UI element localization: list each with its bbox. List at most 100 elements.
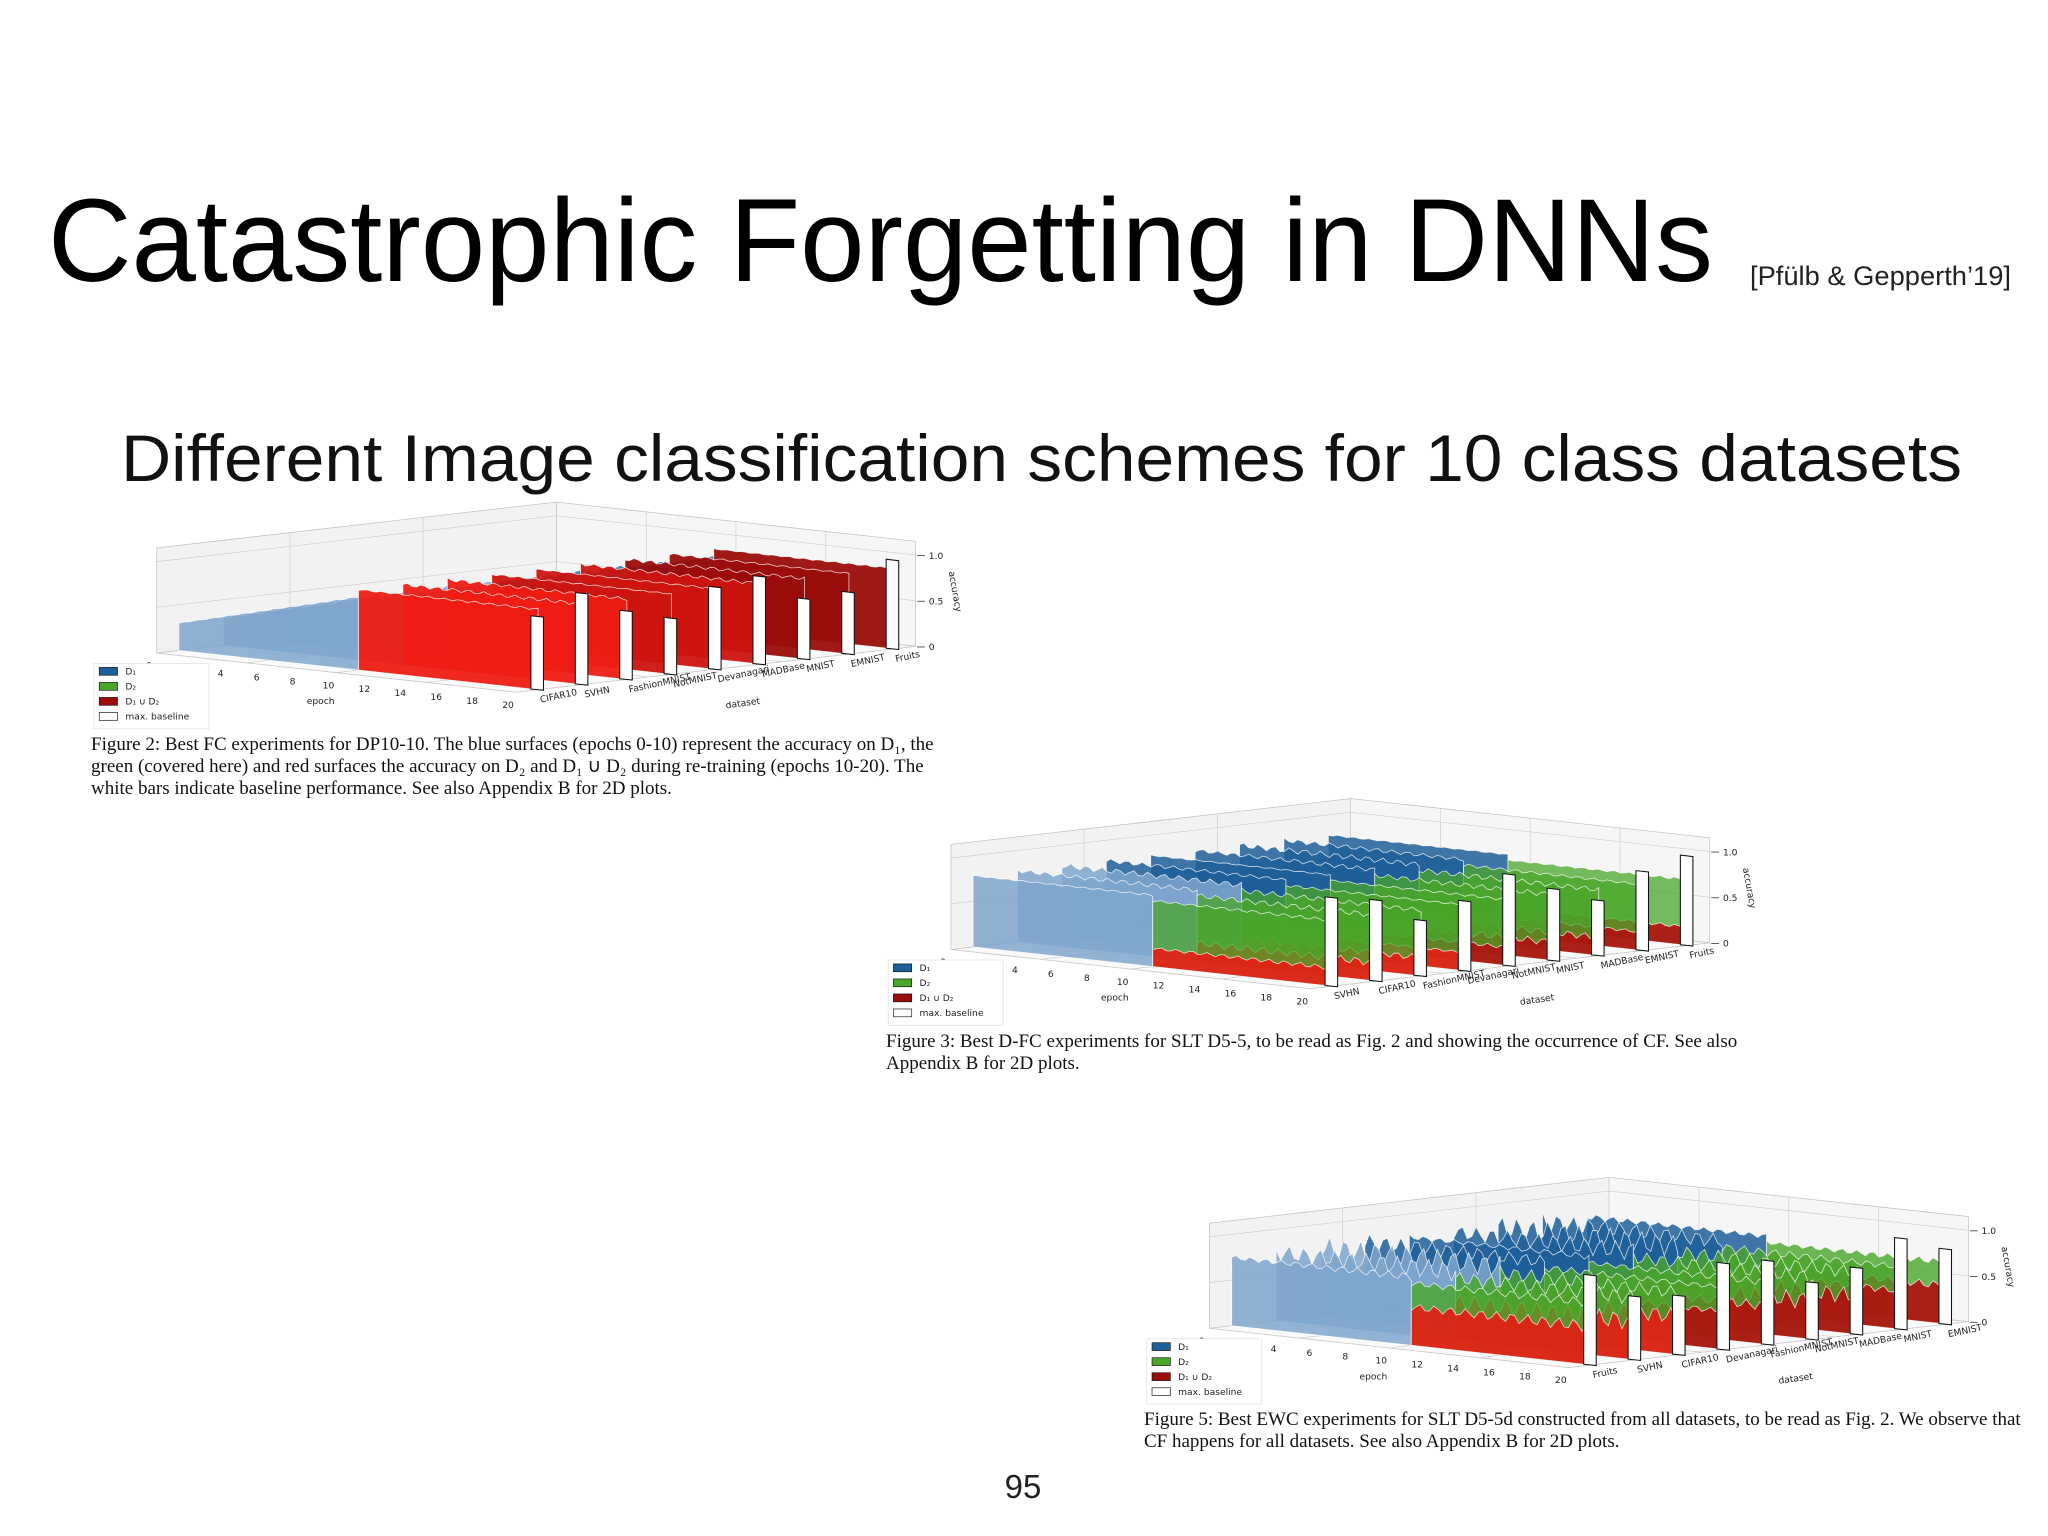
baseline-bar [574, 591, 589, 686]
epoch-tick-label: 18 [466, 697, 478, 707]
baseline-bar [1627, 1295, 1642, 1362]
legend: D₁ D₂ D₁ ∪ D₂ max. baseline [887, 959, 1004, 1026]
epoch-tick-label: 8 [1342, 1353, 1348, 1363]
dataset-axis-label: dataset [1778, 1372, 1814, 1387]
baseline-bar [1679, 854, 1694, 947]
baseline-bar [1671, 1294, 1686, 1356]
dataset-tick-label: EMNIST [1947, 1323, 1983, 1340]
legend-swatch [1151, 1357, 1171, 1366]
dataset-tick-label: MADBase [1600, 953, 1645, 972]
subtitle: Different Image classification schemes f… [121, 421, 1962, 495]
epoch-tick-label: 10 [323, 681, 335, 691]
baseline-bar [841, 590, 855, 656]
dataset-tick-label: EMNIST [1644, 949, 1680, 966]
baseline-bar [1502, 873, 1516, 967]
accuracy-tick-label: 0.5 [929, 598, 944, 608]
legend-label: D₁ [1178, 1343, 1189, 1353]
baseline-bar [1760, 1259, 1775, 1346]
dataset-tick-label: SVHN [584, 685, 611, 700]
figure-plot: 00.51.002468101214161820epochCIFAR10SVHN… [93, 501, 963, 730]
dataset-axis-label: dataset [1519, 993, 1555, 1008]
legend-swatch [98, 682, 118, 691]
legend-swatch [893, 993, 913, 1003]
baseline-bar [1938, 1247, 1953, 1326]
legend-swatch [98, 667, 118, 676]
accuracy-axis-label: accuracy [1999, 1246, 2016, 1289]
dataset-tick-label: SVHN [1333, 987, 1360, 1002]
accuracy-tick-label: 0.5 [1982, 1273, 1997, 1283]
baseline-bar [708, 585, 722, 671]
epoch-tick-label: 4 [218, 670, 224, 680]
dataset-tick-label: Fruits [1689, 946, 1716, 961]
epoch-tick-label: 4 [1012, 966, 1018, 976]
accuracy-tick-label: 1.0 [929, 552, 944, 562]
accuracy-axis-label: accuracy [1740, 867, 1757, 910]
epoch-axis-label: epoch [1360, 1372, 1388, 1382]
dataset-tick-label: Fruits [1592, 1366, 1619, 1381]
baseline-bar [796, 597, 811, 661]
dataset-tick-label: CIFAR10 [1378, 979, 1417, 997]
legend-swatch [893, 978, 913, 988]
epoch-axis-label: epoch [1101, 993, 1129, 1003]
legend-label: max. baseline [1178, 1388, 1242, 1398]
legend: D₁ D₂ D₁ ∪ D₂ max. baseline [1146, 1338, 1263, 1405]
baseline-bar [1368, 898, 1383, 983]
accuracy-tick-label: 0 [929, 643, 935, 653]
legend-label: max. baseline [920, 1009, 984, 1019]
epoch-tick-label: 12 [1153, 982, 1165, 992]
baseline-bar [885, 558, 900, 651]
epoch-tick-label: 10 [1375, 1357, 1387, 1367]
baseline-bar [530, 615, 544, 691]
dataset-tick-label: Fruits [895, 650, 922, 665]
legend-label: D₂ [920, 979, 931, 989]
union-surface [1410, 1304, 1592, 1366]
dataset-tick-label: MNIST [1903, 1329, 1934, 1345]
legend-label: D₁ [920, 964, 931, 974]
union-surface [1152, 947, 1333, 987]
accuracy-tick-label: 0.5 [1723, 894, 1738, 904]
legend-swatch [1151, 1372, 1171, 1381]
epoch-tick-label: 20 [1555, 1376, 1567, 1386]
baseline-bar [1635, 870, 1650, 952]
citation: [Pfülb & Gepperth’19] [1750, 261, 2011, 291]
epoch-tick-label: 18 [1261, 993, 1273, 1003]
figure-caption: Figure 3: Best D-FC experiments for SLT … [886, 1031, 1738, 1074]
legend-swatch [98, 712, 118, 721]
baseline-bar [663, 616, 678, 676]
epoch-tick-label: 6 [254, 673, 260, 683]
grid-line [156, 515, 916, 562]
grid-line [950, 844, 1311, 990]
dataset-axis-label: dataset [725, 697, 761, 712]
d1-surface [972, 875, 1154, 967]
slide-title: Catastrophic Forgetting in DNNs [48, 175, 1713, 307]
baseline-bar [1591, 899, 1605, 957]
epoch-tick-label: 16 [1483, 1368, 1495, 1378]
legend-label: D₁ ∪ D₂ [920, 994, 954, 1004]
legend: D₁ D₂ D₁ ∪ D₂ max. baseline [93, 663, 210, 730]
union-surface [358, 589, 539, 691]
epoch-tick-label: 10 [1117, 978, 1129, 988]
epoch-tick-label: 6 [1048, 970, 1054, 980]
baseline-bar [1894, 1236, 1908, 1331]
dataset-tick-label: EMNIST [850, 653, 886, 670]
d1-surface [1231, 1255, 1412, 1346]
epoch-tick-label: 20 [502, 701, 514, 711]
epoch-tick-label: 14 [1189, 986, 1201, 996]
accuracy-axis-label: accuracy [946, 571, 963, 614]
dataset-tick-label: CIFAR10 [539, 688, 578, 706]
epoch-tick-label: 14 [1447, 1364, 1459, 1374]
dataset-tick-label: MNIST [1555, 961, 1586, 977]
legend-label: max. baseline [125, 713, 189, 723]
dataset-tick-label: MNIST [806, 659, 837, 675]
baseline-bar [752, 575, 767, 666]
legend-label: D₁ ∪ D₂ [125, 698, 159, 708]
legend-label: D₂ [1178, 1358, 1189, 1368]
legend-label: D₁ ∪ D₂ [1178, 1373, 1212, 1383]
epoch-tick-label: 8 [1084, 974, 1090, 984]
legend-label: D₁ [125, 668, 136, 678]
epoch-tick-label: 4 [1271, 1345, 1277, 1355]
epoch-tick-label: 20 [1296, 997, 1308, 1007]
epoch-tick-label: 12 [359, 685, 371, 695]
epoch-tick-label: 8 [290, 677, 296, 687]
